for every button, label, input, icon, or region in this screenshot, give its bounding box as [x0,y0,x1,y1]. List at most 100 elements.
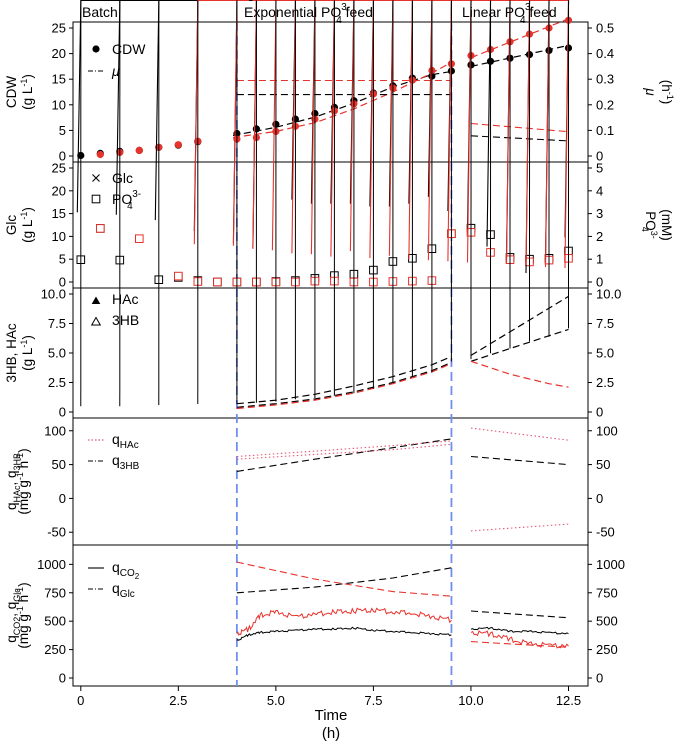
x-tick-label: 0 [77,693,84,708]
po4-point [96,224,105,233]
hac-right-tick-label: 10.0 [596,287,621,302]
cdw-left-tick-label: 0 [59,149,66,164]
qHAc-line [470,427,569,441]
po4-right-tick-label: 5 [596,161,603,176]
mu-right-tick-label: 0 [596,149,603,164]
mu-line [470,122,569,133]
glc-point [194,1,248,248]
legend-qco2-label: qCO2 [112,559,140,581]
legend-q3hb-label: q3HB [112,452,140,472]
hac-right-tick-label: 2.5 [596,375,614,390]
po4-right-tick-label: 4 [596,183,603,198]
glc-point [241,1,569,242]
qCO2-line [236,607,452,636]
qhac-left-title: (mg g-1 h-1) [15,448,31,514]
po4-right-tick-label: 1 [596,252,603,267]
glc-point [155,1,223,224]
panel-frame [72,417,589,546]
glc-point [272,1,569,272]
hac-right-tick-label: 5.0 [596,346,614,361]
legend-mu-label: μ [111,63,120,79]
legend-cdw-label: CDW [112,41,146,57]
cdw-fit-line [232,61,452,139]
legend-glc-label: Glc [112,170,133,186]
panel-frame [72,287,589,419]
glc-point [207,1,315,208]
panel-qhac: -50 0 50 100 -50 0 50 100 qHAc, q3HB(mg g-1 h-1)… [4,423,618,539]
legend-hac-marker [91,296,101,304]
cdw-point [96,150,104,159]
qco2-left-tick-label: 500 [44,614,66,629]
cdw-left-tick-label: 20 [52,46,66,61]
qCO2-line [236,626,452,641]
qco2-right-tick-label: 500 [596,614,618,629]
glc-point [266,1,471,267]
x-axis-title: Time [315,707,348,724]
hac-fit-line [470,295,569,356]
mu-right-tick-label: 0.1 [596,123,614,138]
hac-left-tick-label: 7.5 [48,316,66,331]
cdw-point [135,146,143,154]
hac-left-tick-label: 10.0 [41,287,66,302]
qhac-left-tick-label: -50 [47,525,66,540]
hac-fit-line [236,363,452,410]
legend-po4-label: PO3-4 [112,189,141,212]
glc-point [262,1,511,262]
qco2-left-title: (mg g-1 h-1) [15,582,31,648]
qGlc-line [470,610,569,619]
mu-right-tick-label: 0.4 [596,46,614,61]
qhac-right-tick-label: 0 [596,491,603,506]
qco2-left-tick-label: 250 [44,642,66,657]
glc-left-title: Glc [4,215,19,236]
cdw-left-title: (g L-1) [19,74,35,110]
qco2-left-tick-label: 0 [59,671,66,686]
legend-qglc-label: qGlc [112,580,135,600]
qhac-left-tick-label: 100 [44,423,66,438]
qCO2-line [470,626,569,635]
cdw-fit-line [470,18,569,59]
qco2-right-tick-label: 250 [596,642,618,657]
qco2-right-tick-label: 0 [596,671,603,686]
x-axis-unit: (h) [322,725,340,742]
mu-line [470,135,569,142]
q3HB-line [470,455,569,466]
legend-qhac-label: qHAc [112,431,139,451]
hac-left-title: (g L-1) [19,335,35,371]
panel-frame [72,161,589,289]
legend-hb-label: 3HB [112,312,139,328]
qHAc-line [470,523,569,532]
qGlc-line [236,561,452,597]
glc-point [203,1,295,204]
mu-right-tick-label: 0.2 [596,97,614,112]
mu-right-title: μ [643,87,658,96]
glc-left-tick-label: 20 [52,183,66,198]
x-tick-label: 7.5 [364,693,382,708]
panel-frame [72,544,589,687]
glc-point [233,1,249,250]
qco2-right-tick-label: 750 [596,585,618,600]
x-tick-label: 5.0 [267,693,285,708]
cdw-left-tick-label: 25 [52,21,66,36]
hac-right-tick-label: 0 [596,405,603,420]
hac-fit-line [236,361,452,408]
cdw-fit-line [232,70,452,137]
glc-point [255,1,354,255]
po4-point [213,277,222,287]
hac-fit-line [236,355,452,405]
po4-point [174,271,183,281]
phase-batch-label: Batch [82,4,118,20]
qhac-left-tick-label: 50 [52,457,66,472]
hac-left-tick-label: 2.5 [48,375,66,390]
qhac-right-tick-label: 50 [596,457,610,472]
qGlc-line [236,567,452,594]
glc-point [194,1,234,235]
cdw-point [174,141,182,149]
legend-hb-marker [90,316,102,326]
x-tick-label: 2.5 [169,693,187,708]
po4-right-title: PO3-4 [640,211,659,239]
glc-left-tick-label: 0 [59,275,66,290]
hac-left-tick-label: 0 [59,405,66,420]
